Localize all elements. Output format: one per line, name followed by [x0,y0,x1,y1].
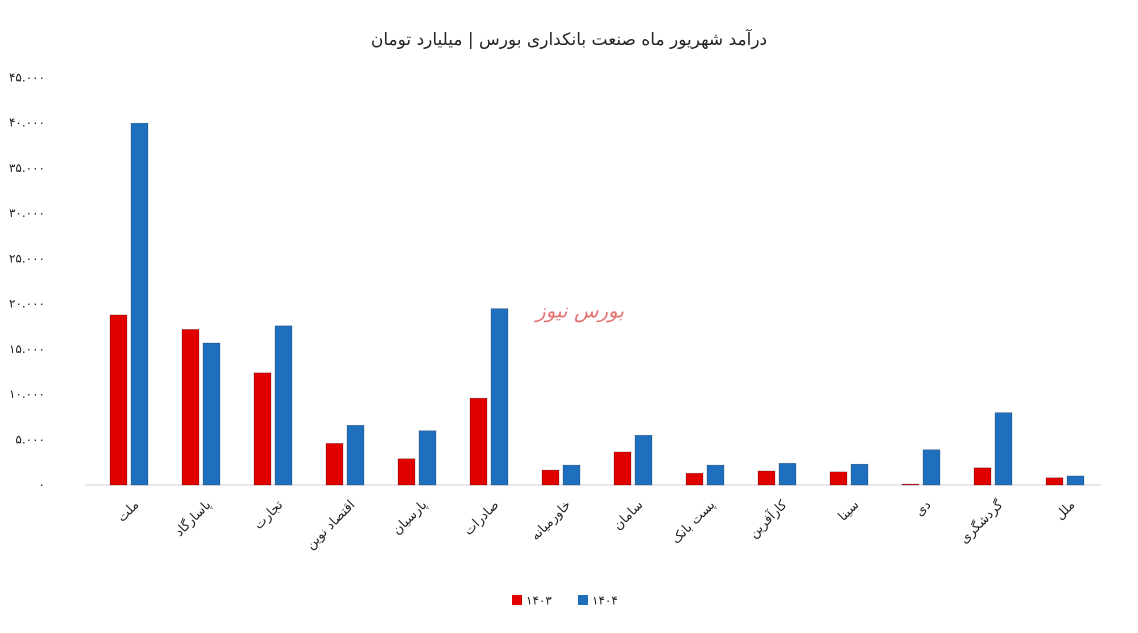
y-tick-label: ۵.۰۰۰ [15,432,45,446]
bar [613,451,632,486]
bar [181,329,200,486]
x-tick-label: تجارت [251,497,286,532]
bar [706,464,725,486]
bar [202,342,221,486]
legend-label: ۱۴۰۴ [592,594,618,608]
y-tick-label: ۲۰.۰۰۰ [9,297,45,311]
bar [1045,477,1064,486]
legend-swatch [512,595,522,605]
x-tick-label: گردشگری [956,496,1006,546]
y-tick-label: ۲۵.۰۰۰ [9,251,45,265]
bar [634,434,653,486]
watermark: بورس نیوز [533,299,624,323]
y-tick-label: ۴۰.۰۰۰ [9,116,45,130]
bar [490,308,509,486]
bar [274,325,293,486]
x-tick-label: اقتصاد نوین [303,498,358,553]
x-tick-label: پست بانک [669,497,719,547]
x-tick-label: کارآفرین [745,496,791,542]
bar [253,372,272,486]
bar [973,467,992,486]
bar [1066,475,1085,486]
y-tick-label: ۱۰.۰۰۰ [9,387,45,401]
bar [994,412,1013,486]
x-tick-label: ملت [115,498,143,526]
bar [778,462,797,486]
x-tick-label: صادرات [461,498,502,539]
x-tick-label: پاسارگاد [171,497,214,540]
x-tick-label: سامان [611,498,647,534]
bar [109,314,128,486]
legend-swatch [578,595,588,605]
y-tick-label: ۳۰.۰۰۰ [9,206,45,220]
y-tick-label: ۴۵.۰۰۰ [9,71,45,85]
bar [562,464,581,486]
bar [346,425,365,486]
bar [325,443,344,486]
bar [685,472,704,486]
bar [850,463,869,486]
x-tick-label: سینا [836,498,863,525]
bar [469,397,488,486]
bar [418,430,437,486]
bar [397,458,416,486]
chart-title: درآمد شهریور ماه صنعت بانکداری بورس | می… [371,28,767,50]
x-tick-label: خاورمیانه [528,498,574,544]
y-tick-label: ۱۵.۰۰۰ [9,342,45,356]
bar [829,471,848,486]
bar [541,469,560,486]
y-tick-label: ۳۵.۰۰۰ [9,161,45,175]
bar [922,449,941,486]
legend-label: ۱۴۰۳ [526,594,552,608]
bar [130,122,149,486]
x-tick-label: دی [912,498,934,520]
x-tick-label: پارسیان [390,497,431,538]
bar [757,470,776,486]
bar [901,483,920,486]
x-tick-label: ملل [1053,498,1079,524]
y-tick-label: ۰ [39,478,45,492]
